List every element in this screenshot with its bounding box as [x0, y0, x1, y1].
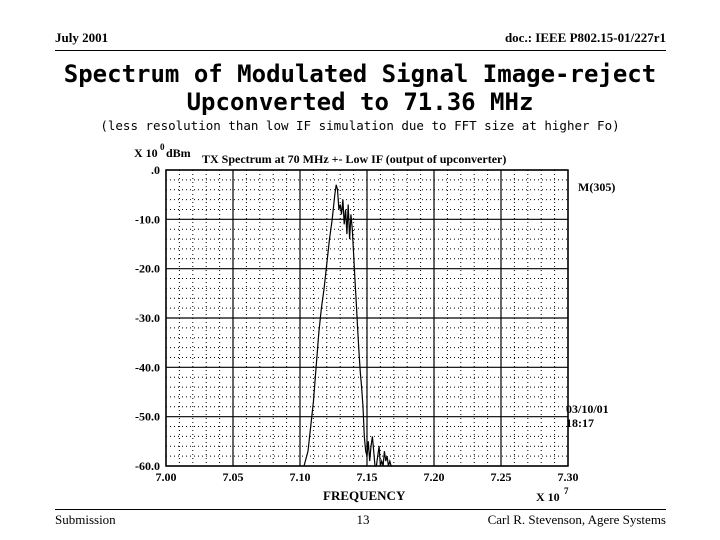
footer-submission: Submission — [55, 512, 116, 527]
spectrum-trace — [303, 184, 393, 467]
x-tick-label: 7.00 — [156, 470, 177, 484]
y-tick-label: -20.0 — [135, 262, 160, 276]
y-exponent: 0 — [160, 142, 165, 152]
x-exponent: 7 — [564, 486, 569, 496]
date-annotation: 03/10/01 — [566, 402, 609, 416]
footer-author: Carl R. Stevenson, Agere Systems — [487, 512, 666, 527]
y-tick-label: -50.0 — [135, 410, 160, 424]
time-annotation: 18:17 — [566, 416, 594, 430]
x-axis-label: FREQUENCY — [323, 488, 406, 503]
x-multiplier: X 10 — [536, 490, 560, 504]
y-unit: dBm — [166, 146, 191, 160]
y-tick-label: -40.0 — [135, 360, 160, 374]
x-tick-label: 7.20 — [424, 470, 445, 484]
x-tick-label: 7.05 — [223, 470, 244, 484]
slide-title-line-1: Spectrum of Modulated Signal Image-rejec… — [63, 60, 657, 88]
marker-annotation: M(305) — [578, 180, 615, 194]
y-multiplier: X 10 — [134, 146, 158, 160]
footer-page-number: 13 — [356, 512, 370, 527]
slide-subtitle: (less resolution than low IF simulation … — [100, 118, 620, 133]
slide-title-line-2: Upconverted to 71.36 MHz — [186, 88, 534, 116]
y-tick-label: -30.0 — [135, 311, 160, 325]
y-tick-label: -60.0 — [135, 459, 160, 473]
x-tick-label: 7.25 — [491, 470, 512, 484]
x-tick-label: 7.30 — [558, 470, 579, 484]
y-multiplier-label: X 10 — [134, 146, 158, 160]
plot-frame — [165, 169, 569, 467]
grid — [165, 169, 569, 467]
y-tick-labels: .0 -10.0 -20.0 -30.0 -40.0 -50.0 -60.0 — [135, 163, 160, 473]
y-tick-label: -10.0 — [135, 212, 160, 226]
x-tick-label: 7.10 — [290, 470, 311, 484]
x-tick-labels: 7.00 7.05 7.10 7.15 7.20 7.25 7.30 — [156, 470, 579, 484]
slide-title: Spectrum of Modulated Signal Image-rejec… — [0, 60, 720, 116]
footer-rule — [55, 509, 666, 510]
chart-title: TX Spectrum at 70 MHz +- Low IF (output … — [202, 152, 506, 166]
header-rule — [55, 50, 666, 51]
x-tick-label: 7.15 — [357, 470, 378, 484]
y-tick-label: .0 — [151, 163, 160, 177]
header-doc-id: doc.: IEEE P802.15-01/227r1 — [504, 30, 666, 45]
header-date: July 2001 — [55, 30, 109, 45]
